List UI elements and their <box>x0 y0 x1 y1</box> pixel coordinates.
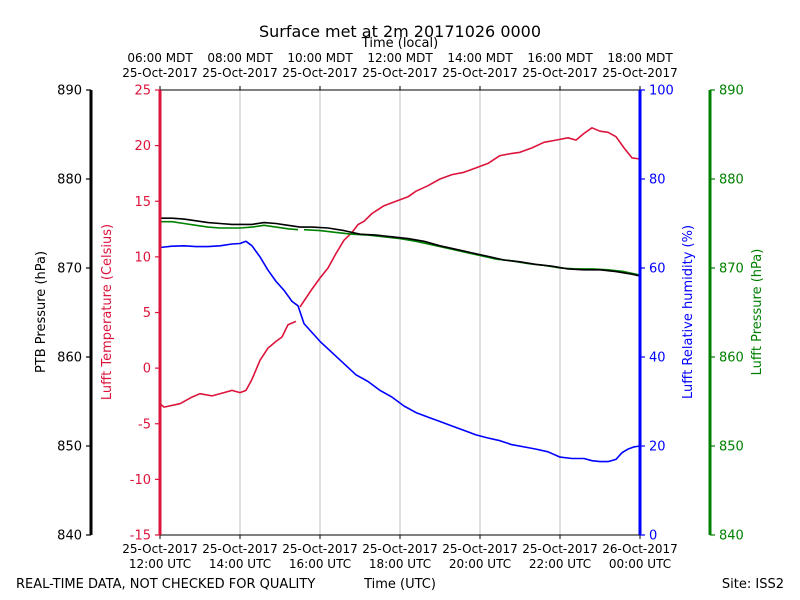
lufft-pressure-axis-tick-label: 840 <box>719 529 744 544</box>
lufft-pressure-axis-tick-label: 890 <box>719 84 744 99</box>
humidity-axis-tick-label: 0 <box>649 529 657 544</box>
lufft-pressure-axis-tick-label: 880 <box>719 173 744 188</box>
x-tick-label-utc: 12:00 UTC <box>129 557 191 571</box>
x-axis-label: Time (UTC) <box>363 577 436 592</box>
x-tick-label-local-date: 25-Oct-2017 <box>122 66 198 80</box>
x-tick-label-date: 25-Oct-2017 <box>122 542 198 556</box>
ptb-pressure-axis-tick-label: 860 <box>57 351 82 366</box>
temperature-axis-tick-label: -10 <box>130 473 151 488</box>
x-tick-label-utc: 14:00 UTC <box>209 557 271 571</box>
x-tick-label-local-date: 25-Oct-2017 <box>282 66 358 80</box>
humidity-axis-tick-label: 20 <box>649 440 666 455</box>
chart-title: Surface met at 2m 20171026 0000 <box>259 22 541 41</box>
x-tick-label-date: 25-Oct-2017 <box>442 542 518 556</box>
lufft-pressure-axis-tick-label: 850 <box>719 440 744 455</box>
quality-notice: REAL-TIME DATA, NOT CHECKED FOR QUALITY <box>16 577 315 592</box>
ptb-pressure-axis-tick-label: 870 <box>57 262 82 277</box>
top-axis-label: Time (local) <box>361 36 438 51</box>
x-tick-label-local-date: 25-Oct-2017 <box>602 66 678 80</box>
lufft-relative-humidity-line <box>159 240 641 463</box>
ptb-pressure-axis-tick-label: 890 <box>57 84 82 99</box>
lufft-pressure-line <box>160 220 299 231</box>
x-tick-label-local: 06:00 MDT <box>127 51 193 65</box>
x-tick-label-local-date: 25-Oct-2017 <box>522 66 598 80</box>
x-tick-label-local-date: 25-Oct-2017 <box>442 66 518 80</box>
x-tick-label-utc: 18:00 UTC <box>369 557 431 571</box>
lufft-pressure-axis-tick-label: 860 <box>719 351 744 366</box>
humidity-axis-tick-label: 40 <box>649 351 666 366</box>
x-tick-label-local-date: 25-Oct-2017 <box>202 66 278 80</box>
series-layer <box>159 127 641 463</box>
temperature-axis-tick-label: 10 <box>134 250 151 265</box>
humidity-axis-tick-label: 60 <box>649 262 666 277</box>
x-tick-label-date: 25-Oct-2017 <box>362 542 438 556</box>
temperature-axis-tick-label: -5 <box>138 417 151 432</box>
lufft-pressure-axis-label: Lufft Pressure (hPa) <box>750 249 765 376</box>
x-tick-label-date: 25-Oct-2017 <box>522 542 598 556</box>
humidity-axis-label: Lufft Relative humidity (%) <box>681 225 696 399</box>
ptb-pressure-axis-tick-label: 880 <box>57 173 82 188</box>
lufft-pressure-axis-tick-label: 870 <box>719 262 744 277</box>
x-tick-label-local: 08:00 MDT <box>207 51 273 65</box>
temperature-axis-tick-label: 25 <box>134 84 151 99</box>
x-tick-label-utc: 00:00 UTC <box>609 557 671 571</box>
humidity-axis-tick-label: 80 <box>649 173 666 188</box>
temperature-axis-tick-label: 15 <box>134 195 151 210</box>
x-tick-label-local: 14:00 MDT <box>447 51 513 65</box>
x-tick-label-utc: 20:00 UTC <box>449 557 511 571</box>
temperature-axis-tick-label: 20 <box>134 139 151 154</box>
x-tick-label-date: 25-Oct-2017 <box>282 542 358 556</box>
ptb-pressure-axis-label: PTB Pressure (hPa) <box>34 251 49 373</box>
ptb-pressure-axis-tick-label: 840 <box>57 529 82 544</box>
x-tick-label-date: 26-Oct-2017 <box>602 542 678 556</box>
temperature-axis-tick-label: 5 <box>143 306 151 321</box>
x-tick-label-utc: 16:00 UTC <box>289 557 351 571</box>
site-label: Site: ISS2 <box>722 577 784 592</box>
temperature-axis-tick-label: -15 <box>130 529 151 544</box>
ptb-pressure-line <box>160 217 641 277</box>
x-tick-label-utc: 22:00 UTC <box>529 557 591 571</box>
x-tick-label-local: 18:00 MDT <box>607 51 673 65</box>
lufft-temperature-line <box>159 320 297 408</box>
x-tick-label-local: 16:00 MDT <box>527 51 593 65</box>
x-tick-label-local: 12:00 MDT <box>367 51 433 65</box>
humidity-axis-tick-label: 100 <box>649 84 674 99</box>
lufft-temperature-line <box>299 127 641 308</box>
x-tick-label-date: 25-Oct-2017 <box>202 542 278 556</box>
temperature-axis-label: Lufft Temperature (Celsius) <box>100 224 115 400</box>
x-tick-label-local: 10:00 MDT <box>287 51 353 65</box>
vertical-grid <box>239 90 561 535</box>
temperature-axis-tick-label: 0 <box>143 362 151 377</box>
ptb-pressure-axis-tick-label: 850 <box>57 440 82 455</box>
x-tick-label-local-date: 25-Oct-2017 <box>362 66 438 80</box>
